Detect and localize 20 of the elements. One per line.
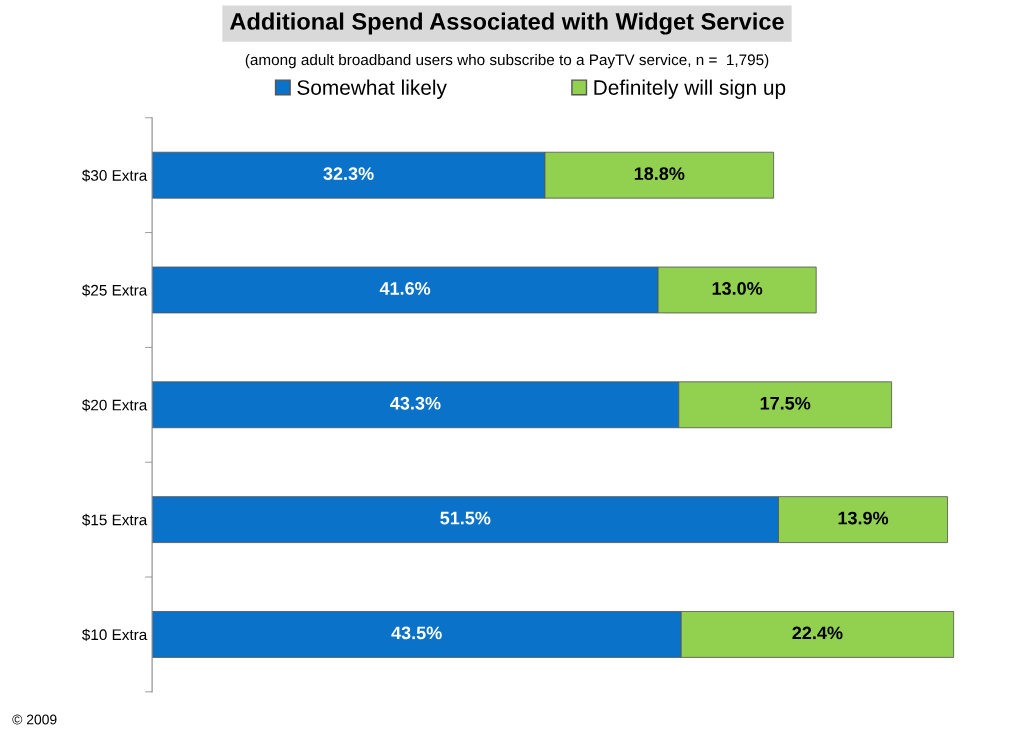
legend-label: Definitely will sign up [594, 79, 786, 100]
y-tick-label: $25 Extra [82, 284, 148, 297]
chart-title: Additional Spend Associated with Widget Service [230, 12, 784, 35]
data-label: 32.3% [323, 167, 374, 181]
text: © 2009 [12, 714, 57, 725]
data-label: 51.5% [440, 511, 491, 525]
data-label: 13.9% [838, 511, 889, 525]
data-label: 22.4% [792, 626, 843, 640]
data-label: 13.0% [712, 282, 763, 295]
y-tick-label: $15 Extra [82, 513, 148, 527]
data-label: 17.5% [760, 396, 811, 410]
chart-subtitle: (among adult broadband users who subscribe to a PayTV service, n = 1,795) [245, 53, 769, 69]
y-tick-label: $10 Extra [82, 628, 148, 642]
legend-label: Somewhat likely [297, 79, 447, 100]
data-label: 41.6% [379, 282, 431, 295]
data-label: 43.5% [391, 626, 442, 640]
data-label: 43.3% [390, 396, 441, 410]
y-tick-label: $20 Extra [82, 399, 148, 412]
data-label: 18.8% [634, 167, 685, 181]
y-tick-label: $30 Extra [82, 169, 148, 182]
